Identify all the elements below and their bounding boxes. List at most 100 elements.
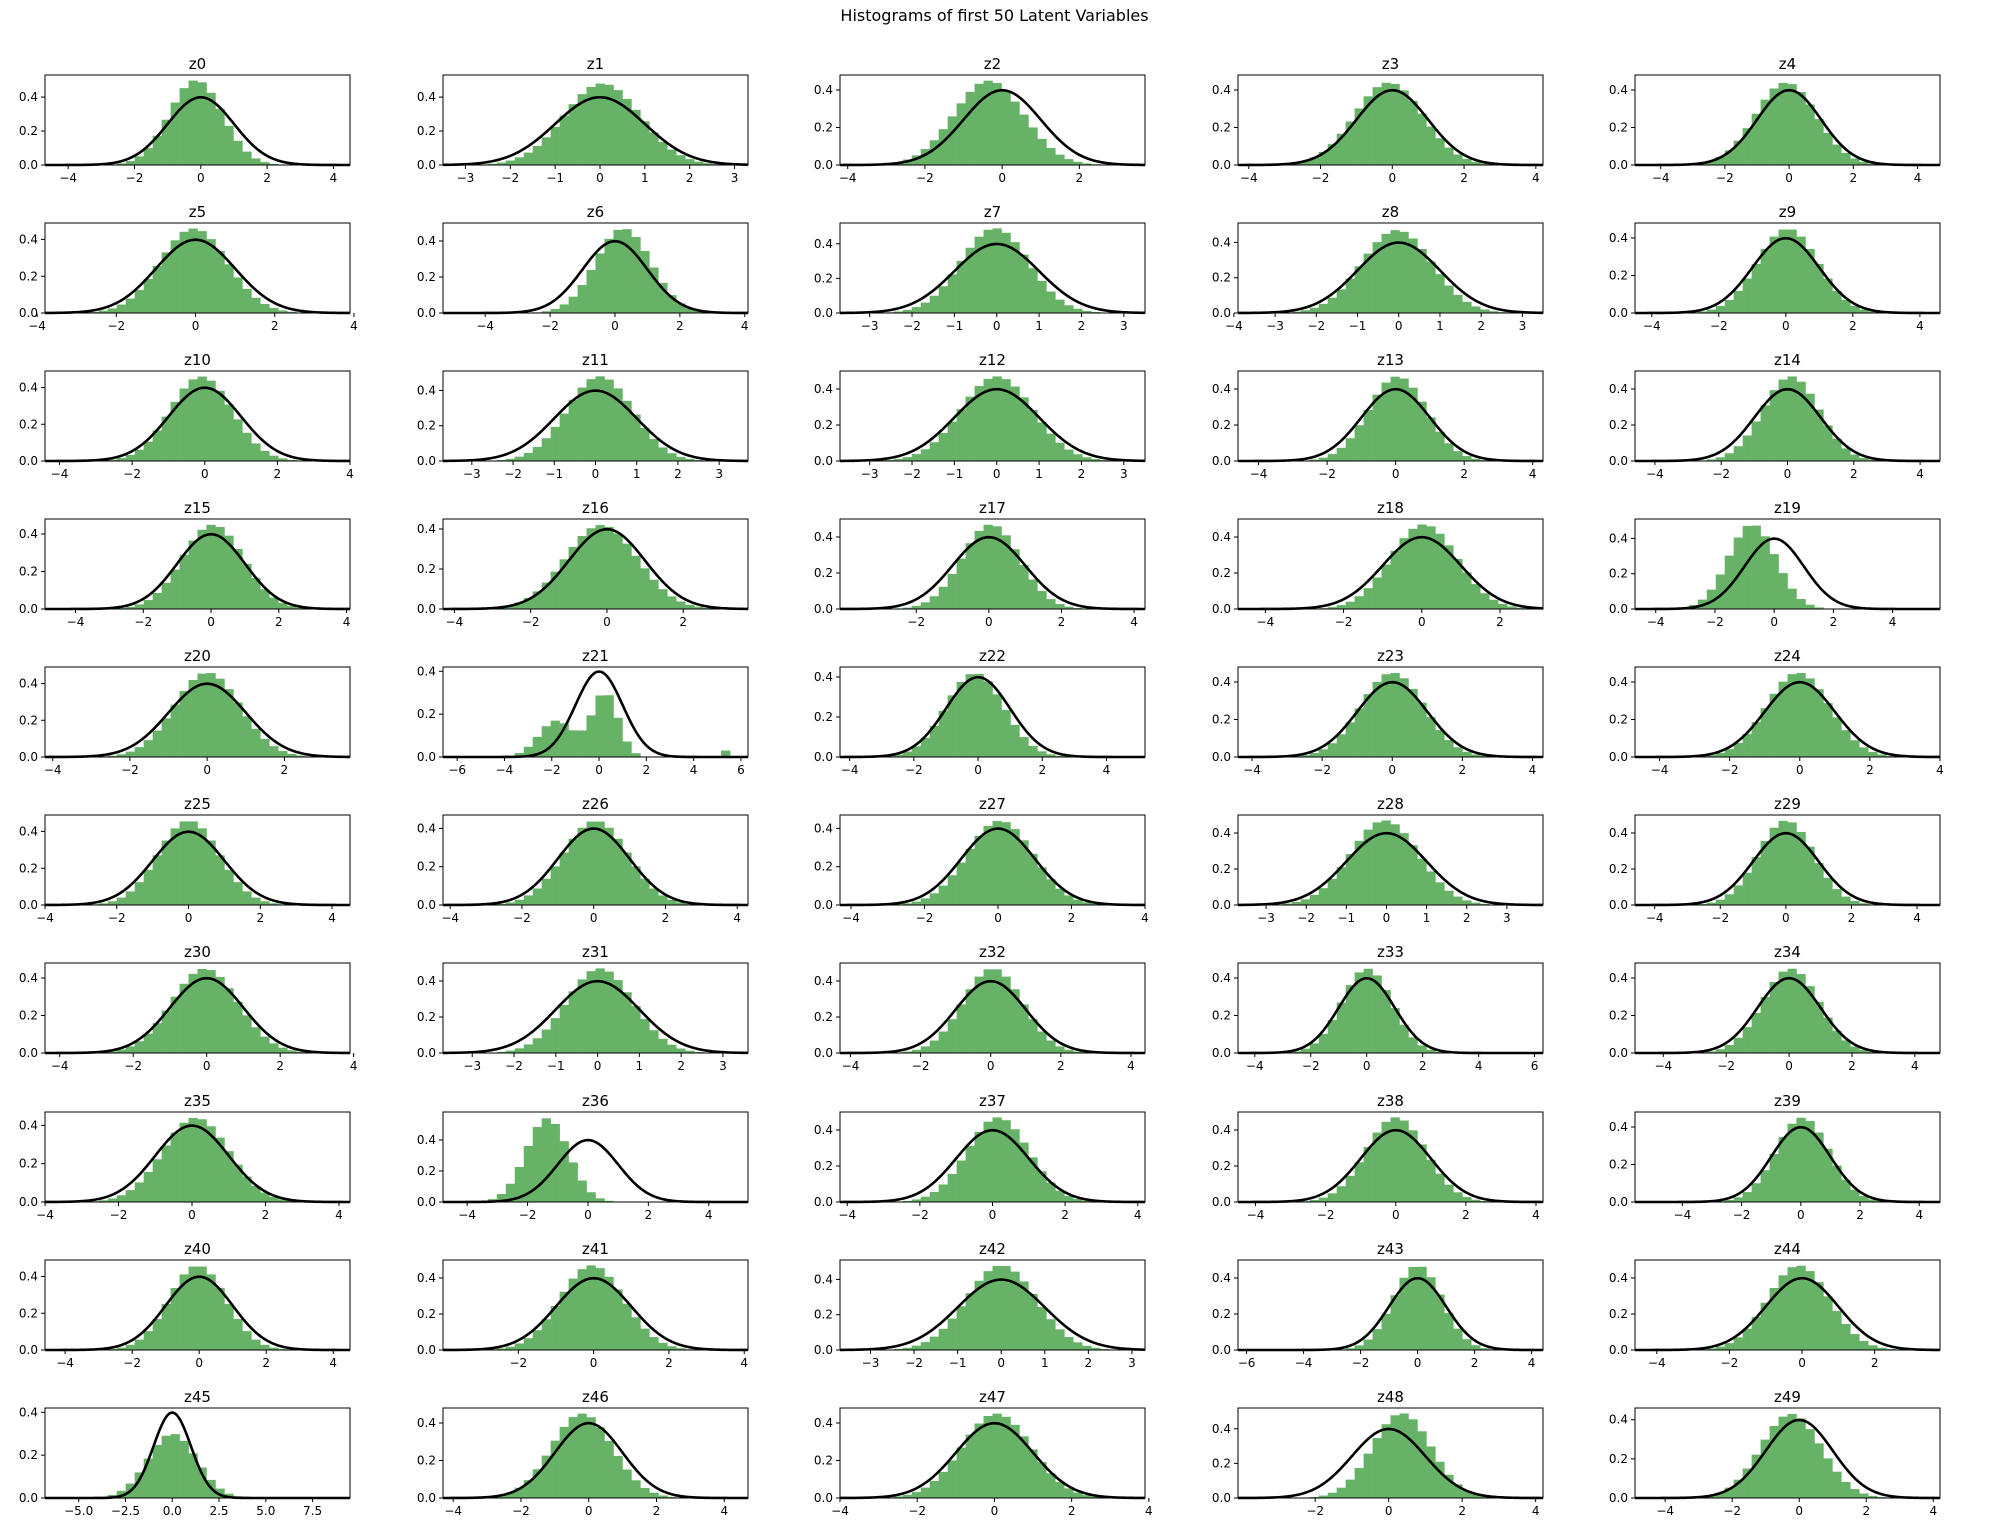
histogram-bar bbox=[1805, 986, 1815, 1053]
y-tick-label: 0.4 bbox=[1609, 1120, 1628, 1134]
histogram-bar bbox=[188, 228, 198, 313]
x-tick-label: −4 bbox=[1651, 763, 1669, 777]
histogram-bar bbox=[974, 976, 984, 1053]
histogram-bar bbox=[1724, 1487, 1734, 1498]
subplot-title: z37 bbox=[979, 1092, 1006, 1110]
subplot-z9: z9−4 −2 0 2 40.00.20.4 bbox=[1609, 203, 1941, 333]
histogram-bar bbox=[622, 1303, 632, 1350]
histogram-bar bbox=[956, 409, 966, 461]
histogram-bar bbox=[1751, 1454, 1761, 1498]
histogram-bar bbox=[550, 866, 560, 905]
y-tick-label: 0.2 bbox=[417, 1010, 436, 1024]
histogram-bar bbox=[1462, 1490, 1472, 1498]
histogram-bar bbox=[649, 888, 659, 905]
histogram-bar bbox=[1073, 1342, 1083, 1350]
histogram-bar bbox=[1345, 1175, 1355, 1202]
histogram-bar bbox=[1823, 133, 1833, 165]
histogram-bar bbox=[1715, 457, 1726, 461]
histogram-bar bbox=[974, 1131, 984, 1202]
histogram-bar bbox=[1010, 724, 1020, 757]
subplot-title: z29 bbox=[1774, 795, 1801, 813]
histogram-bar bbox=[920, 1046, 931, 1053]
histogram-bar bbox=[1435, 274, 1445, 313]
histogram-bar bbox=[1733, 290, 1743, 313]
axes-frame bbox=[839, 370, 1146, 462]
histogram-bar bbox=[1372, 577, 1382, 609]
x-tick-label: −2 bbox=[1306, 1504, 1324, 1518]
subplot-z45: z45−5.0 −2.5 0.0 2.5 5.0 7.50.00.20.4 bbox=[19, 1388, 351, 1518]
histogram-bar bbox=[1019, 1004, 1029, 1053]
histogram-bar bbox=[1715, 752, 1726, 757]
histogram-bar bbox=[1832, 144, 1842, 165]
axes-frame bbox=[1634, 814, 1941, 906]
x-tick-label: 0 bbox=[1796, 763, 1804, 777]
histogram-bar bbox=[1390, 550, 1400, 609]
subplot-z31: z31−3 −2 −1 0 1 2 30.00.20.4 bbox=[417, 943, 749, 1073]
x-tick-label: 0 bbox=[185, 911, 193, 925]
histogram-bar bbox=[170, 704, 180, 757]
x-tick-label: 2 bbox=[274, 467, 282, 481]
x-tick-label: −2 bbox=[501, 171, 519, 185]
y-tick-label: 0.0 bbox=[814, 898, 833, 912]
x-tick-label: −4 bbox=[1295, 1356, 1313, 1370]
histogram-bar bbox=[206, 524, 216, 609]
histogram-bar bbox=[974, 386, 984, 461]
x-tick-label: 4 bbox=[335, 1208, 343, 1222]
histogram-bar bbox=[541, 438, 551, 461]
histogram-bar bbox=[1724, 1200, 1734, 1202]
x-tick-label: 0 bbox=[1418, 615, 1426, 629]
histogram-bar bbox=[658, 282, 668, 313]
histogram-bar bbox=[992, 376, 1002, 461]
histogram-bar bbox=[1001, 535, 1011, 609]
y-tick-label: 0.2 bbox=[19, 713, 38, 727]
x-tick-label: 2 bbox=[1477, 319, 1485, 333]
histogram-bar bbox=[152, 1444, 162, 1498]
histogram-bar bbox=[658, 1342, 668, 1350]
histogram-bar bbox=[920, 602, 931, 609]
histogram-bar bbox=[251, 443, 261, 461]
x-tick-label: −2 bbox=[911, 1208, 929, 1222]
histogram-bar bbox=[260, 1036, 270, 1053]
subplot-z2: z2−4 −2 0 20.00.20.4 bbox=[814, 55, 1146, 185]
x-tick-label: −4 bbox=[842, 911, 860, 925]
histogram-bar bbox=[523, 895, 534, 905]
histogram-bar bbox=[992, 1265, 1002, 1350]
histogram-bar bbox=[1787, 1123, 1797, 1202]
y-tick-label: 0.4 bbox=[417, 383, 436, 397]
histogram-bar bbox=[622, 992, 632, 1053]
histogram-bar bbox=[287, 606, 297, 609]
histogram-bar bbox=[215, 250, 225, 313]
histogram-bar bbox=[1354, 596, 1364, 609]
y-tick-label: 0.0 bbox=[814, 750, 833, 764]
histogram-bar bbox=[568, 399, 578, 461]
x-tick-label: 6 bbox=[1531, 1059, 1539, 1073]
subplot-z49: z49−4 −2 0 2 40.00.20.4 bbox=[1609, 1388, 1941, 1518]
histogram-bar bbox=[604, 1441, 614, 1498]
histogram-bar bbox=[1408, 688, 1418, 757]
histogram-bar bbox=[514, 1167, 525, 1202]
histogram-bar bbox=[170, 569, 180, 609]
axes-frame bbox=[839, 666, 1146, 758]
histogram-bar bbox=[1444, 740, 1454, 757]
histogram-bar bbox=[550, 1306, 560, 1350]
histogram-bar bbox=[1742, 1328, 1752, 1350]
normal-pdf-curve bbox=[45, 1275, 350, 1352]
subplot-z24: z24−4 −2 0 2 40.00.20.4 bbox=[1609, 647, 1944, 777]
axes-frame bbox=[1634, 1407, 1941, 1499]
y-tick-label: 0.2 bbox=[417, 1307, 436, 1321]
y-tick-label: 0.2 bbox=[19, 1448, 38, 1462]
histogram-bar bbox=[1309, 1199, 1320, 1202]
histogram-bar bbox=[1064, 1337, 1074, 1350]
x-tick-label: 4 bbox=[343, 615, 351, 629]
histogram-bar bbox=[215, 390, 225, 461]
histogram-bar bbox=[1354, 840, 1364, 905]
subplot-z48: z48−2 0 2 40.00.20.4 bbox=[1212, 1388, 1544, 1518]
histogram-bar bbox=[1037, 867, 1047, 905]
x-tick-label: 0 bbox=[1388, 171, 1396, 185]
histogram-bar bbox=[1399, 1413, 1409, 1498]
histogram-bar bbox=[622, 741, 632, 757]
y-tick-label: 0.4 bbox=[814, 821, 833, 835]
histogram-bar bbox=[1706, 589, 1717, 609]
histogram-bar bbox=[143, 148, 153, 165]
x-tick-label: 4 bbox=[1529, 763, 1537, 777]
